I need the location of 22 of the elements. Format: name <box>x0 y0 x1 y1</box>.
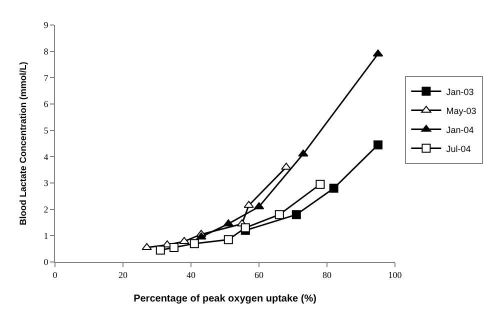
y-tick-label: 2 <box>44 204 48 214</box>
y-axis-title: Blood Lactate Concentration (mmol/L) <box>18 62 28 226</box>
y-tick-label: 8 <box>44 46 49 56</box>
x-tick-label: 20 <box>118 270 128 280</box>
x-tick-label: 0 <box>52 270 58 280</box>
legend-label: Jan-03 <box>446 86 474 97</box>
x-tick-label: 80 <box>322 270 332 280</box>
legend-label: May-03 <box>446 106 476 116</box>
y-tick-label: 9 <box>44 20 49 30</box>
y-tick-label: 0 <box>44 257 49 268</box>
x-tick-label: 60 <box>254 270 264 280</box>
y-tick-label: 1 <box>44 230 48 241</box>
x-tick-label: 100 <box>388 270 402 280</box>
legend-label: Jan-04 <box>446 124 474 135</box>
y-tick-label: 3 <box>44 178 49 188</box>
y-tick-label: 6 <box>44 99 49 110</box>
y-tick-label: 4 <box>44 152 49 162</box>
y-tick-label: 7 <box>44 72 49 83</box>
x-axis-title: Percentage of peak oxygen uptake (%) <box>134 293 316 304</box>
legend-label: Jul-04 <box>446 144 471 154</box>
x-tick-label: 40 <box>186 270 196 280</box>
y-tick-label: 5 <box>44 125 49 136</box>
